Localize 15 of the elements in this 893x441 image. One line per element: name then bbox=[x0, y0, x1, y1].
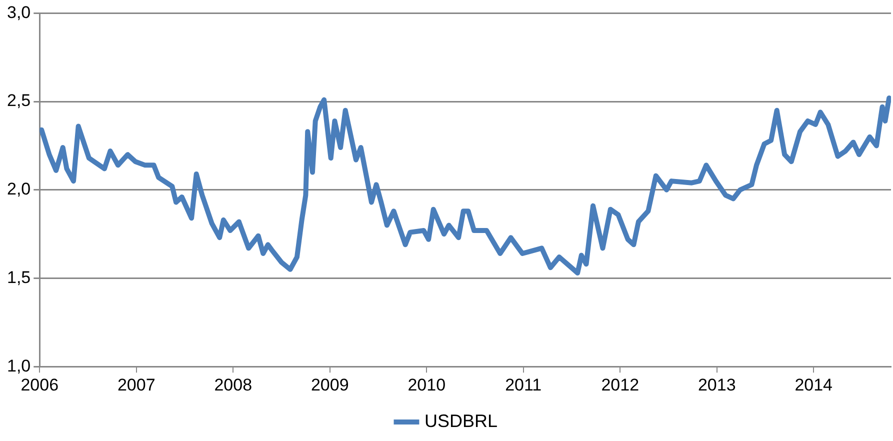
x-tick-label: 2006 bbox=[20, 375, 59, 394]
x-tick-label: 2008 bbox=[214, 375, 252, 394]
x-tick-label: 2011 bbox=[505, 375, 542, 394]
x-tick-label: 2013 bbox=[698, 375, 736, 394]
x-tick-label: 2007 bbox=[117, 375, 156, 394]
y-tick-label: 2,0 bbox=[6, 180, 31, 199]
y-tick-label: 1,5 bbox=[6, 268, 31, 287]
x-tick-label: 2010 bbox=[408, 375, 446, 394]
y-tick-label: 2,5 bbox=[6, 91, 31, 110]
legend-label: USDBRL bbox=[424, 410, 498, 431]
x-tick-label: 2009 bbox=[310, 375, 349, 394]
y-tick-label: 1,0 bbox=[6, 356, 31, 376]
x-tick-label: 2014 bbox=[794, 375, 833, 394]
x-tick-label: 2012 bbox=[601, 375, 640, 394]
y-tick-label: 3,0 bbox=[6, 2, 31, 22]
